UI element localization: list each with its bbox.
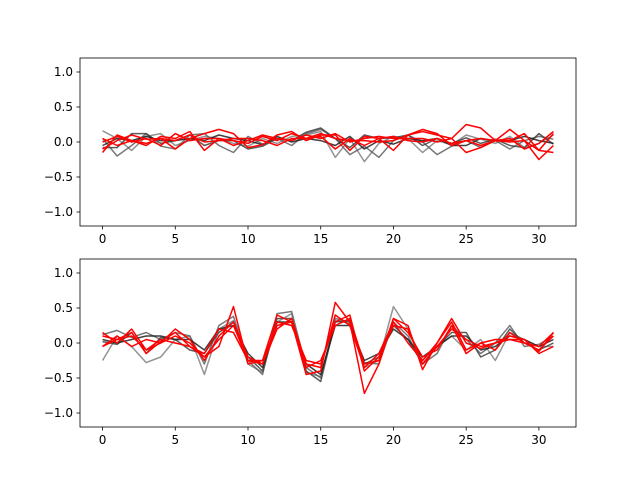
series-line-4	[102, 301, 555, 395]
y-tick-label: −0.5	[44, 371, 73, 385]
x-tick-label: 25	[459, 433, 474, 447]
x-tick-label: 10	[240, 433, 255, 447]
y-tick-label: 1.0	[54, 266, 73, 280]
series-line-6	[102, 132, 554, 154]
x-tick-label: 15	[313, 232, 328, 246]
subplot-bottom: 0 5 10 15 20 25 30 −1.0 −0.5 0.0 0.5 1.0	[44, 258, 577, 447]
x-tick-label: 5	[171, 232, 179, 246]
x-tick-label: 10	[240, 232, 255, 246]
y-tick-label: 0.5	[54, 301, 73, 315]
x-tick-label: 0	[99, 433, 107, 447]
subplot-top: 0 5 10 15 20 25 30 −1.0 −0.5 0.0 0.5 1.0	[44, 57, 577, 246]
y-tick-label: 0.0	[54, 336, 73, 350]
x-tick-label: 30	[531, 433, 546, 447]
series-group	[101, 123, 555, 163]
series-group	[101, 301, 555, 395]
y-tick-label: 1.0	[54, 65, 73, 79]
series-line-7	[102, 134, 554, 161]
y-tick-label: 0.5	[54, 100, 73, 114]
series-line-7	[102, 317, 554, 369]
y-tick-label: −1.0	[44, 406, 73, 420]
x-tick-label: 5	[171, 433, 179, 447]
y-tick-label: 0.0	[54, 135, 73, 149]
series-line-5	[102, 128, 554, 152]
x-tick-label: 20	[386, 433, 401, 447]
x-tick-label: 0	[99, 232, 107, 246]
x-tick-label: 25	[459, 232, 474, 246]
x-tick-label: 15	[313, 433, 328, 447]
y-tick-label: −1.0	[44, 205, 73, 219]
y-tick-label: −0.5	[44, 170, 73, 184]
x-tick-label: 30	[531, 232, 546, 246]
x-tick-label: 20	[386, 232, 401, 246]
